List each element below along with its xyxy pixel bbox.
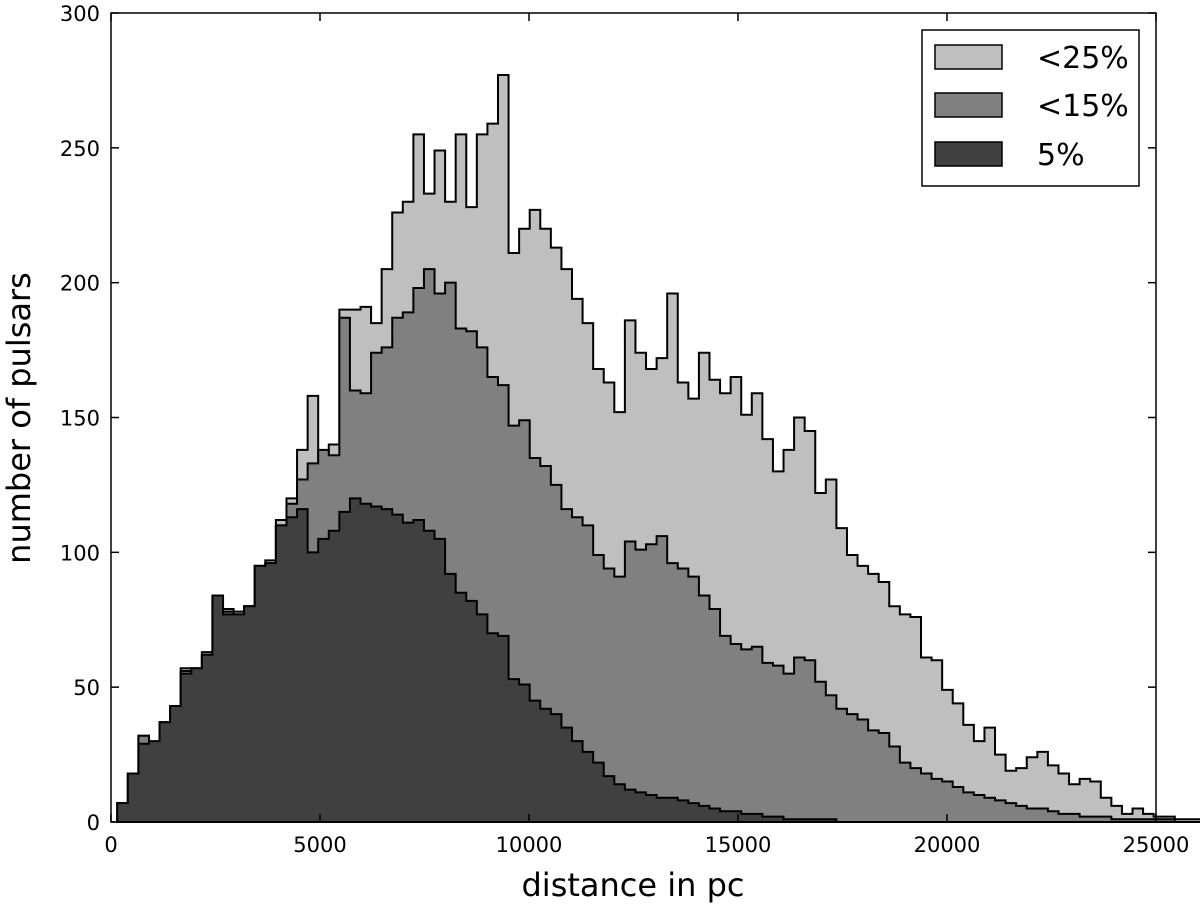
legend-swatch-lt15 [934, 92, 1003, 118]
x-tick-label: 0 [104, 833, 117, 857]
legend: <25% <15% 5% [921, 29, 1140, 187]
legend-label-5pct: 5% [1037, 138, 1085, 173]
x-tick-label: 25000 [1123, 833, 1190, 857]
x-tick-label: 5000 [293, 833, 346, 857]
histogram-series-group [116, 74, 1200, 823]
y-axis-label: number of pulsars [0, 272, 38, 564]
y-tick-label: 50 [73, 676, 100, 700]
x-tick-label: 10000 [496, 833, 563, 857]
legend-label-lt15: <15% [1037, 89, 1129, 124]
axis-ticks-group: 0 5000 10000 15000 20000 25000 0 50 100 150 200 250… [60, 2, 1190, 857]
legend-swatch-5pct [934, 141, 1003, 167]
y-tick-label: 250 [60, 137, 100, 161]
legend-label-lt25: <25% [1037, 41, 1129, 76]
x-tick-label: 20000 [914, 833, 981, 857]
x-axis-label: distance in pc [521, 866, 744, 904]
y-tick-label: 100 [60, 541, 100, 565]
legend-swatch-lt25 [934, 44, 1003, 70]
y-tick-label: 150 [60, 407, 100, 431]
y-tick-label: 200 [60, 272, 100, 296]
y-tick-label: 300 [60, 2, 100, 26]
y-tick-label: 0 [87, 811, 100, 835]
x-tick-label: 15000 [705, 833, 772, 857]
